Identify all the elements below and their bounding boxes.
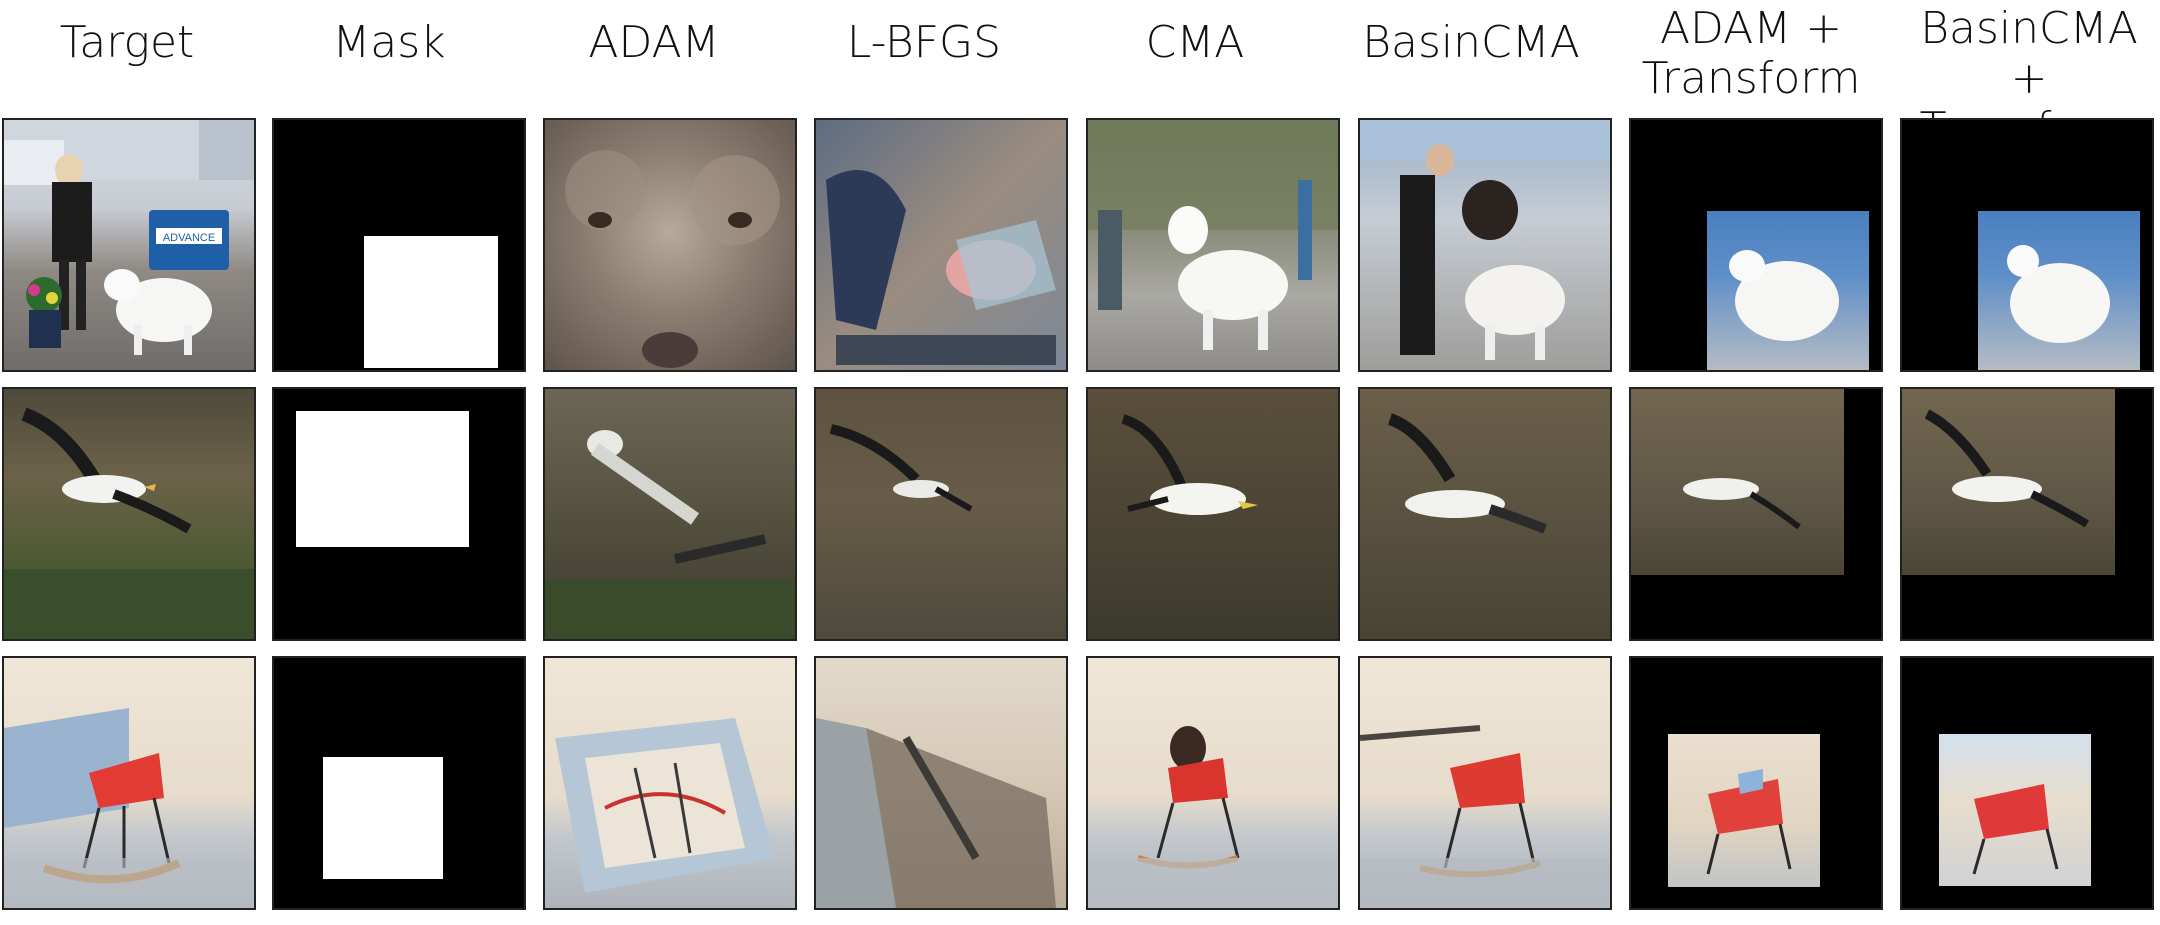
albatross-scene (4, 407, 254, 639)
rocking-chair-scene (4, 708, 254, 908)
transformed-crop (1707, 211, 1869, 370)
lbfgs-bird (829, 424, 973, 512)
mask-region (323, 757, 443, 879)
row3-lbfgs-image (814, 656, 1068, 910)
row1-lbfgs-image (814, 118, 1068, 372)
row1-adam-transform-image (1629, 118, 1883, 372)
row2-target-image (2, 387, 256, 641)
header-adam-transform: ADAM + Transform (1622, 4, 1880, 104)
basincma-chair (1360, 725, 1610, 908)
row1-mask-image (272, 118, 526, 372)
basincma-dog (1360, 120, 1610, 360)
row2-adam-transform-image (1629, 387, 1883, 641)
poodle-face (565, 150, 780, 368)
row1-basincma-image (1358, 118, 1612, 372)
transformed-crop (1902, 389, 2115, 575)
row3-cma-image (1086, 656, 1340, 910)
header-cma: CMA (1145, 17, 1245, 68)
row2-adam-image (543, 387, 797, 641)
row1-adam-image (543, 118, 797, 372)
transformed-crop (1631, 389, 1844, 575)
mask-region (296, 411, 469, 547)
row1-target-image: ADVANCE (2, 118, 256, 372)
row1-cma-image (1086, 118, 1340, 372)
dog-scene: ADVANCE (4, 120, 254, 355)
row2-cma-image (1086, 387, 1340, 641)
row3-basincma-transform-image (1900, 656, 2154, 910)
row3-mask-image (272, 656, 526, 910)
transformed-crop (1978, 211, 2140, 370)
mask-region (364, 236, 498, 368)
header-adam: ADAM (588, 17, 720, 68)
header-target: Target (59, 17, 195, 68)
cma-bird (1121, 414, 1258, 515)
row1-basincma-transform-image (1900, 118, 2154, 372)
lbfgs-artifact (826, 170, 1056, 365)
row2-basincma-transform-image (1900, 387, 2154, 641)
header-basincma: BasinCMA (1362, 17, 1580, 68)
row3-adam-transform-image (1629, 656, 1883, 910)
cma-dog (1088, 120, 1338, 350)
lbfgs-chair (816, 718, 1056, 908)
row2-lbfgs-image (814, 387, 1068, 641)
transformed-crop (1668, 734, 1820, 887)
adam-bird (545, 430, 795, 639)
header-mask: Mask (332, 17, 446, 68)
adam-chair (555, 718, 775, 893)
row3-basincma-image (1358, 656, 1612, 910)
header-lbfgs: L-BFGS (846, 17, 1002, 68)
transformed-crop (1939, 734, 2091, 886)
row3-adam-image (543, 656, 797, 910)
header-basincma-transform-line1: BasinCMA + (1920, 3, 2138, 104)
row2-basincma-image (1358, 387, 1612, 641)
header-adam-transform-line2: Transform (1641, 53, 1861, 104)
cma-chair (1088, 726, 1338, 908)
basincma-bird (1387, 413, 1547, 534)
header-adam-transform-line1: ADAM + (1659, 3, 1843, 54)
row2-mask-image (272, 387, 526, 641)
row3-target-image (2, 656, 256, 910)
advance-sign-text: ADVANCE (163, 232, 215, 244)
